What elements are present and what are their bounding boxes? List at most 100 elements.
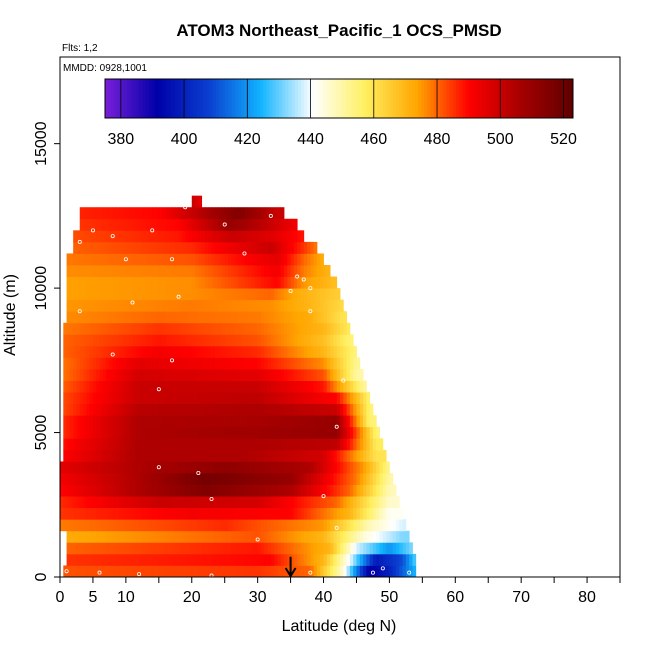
heat-cell (96, 415, 100, 428)
heat-cell (145, 519, 150, 532)
heat-cell (198, 426, 203, 439)
heat-cell (241, 392, 245, 405)
heat-cell (122, 369, 127, 381)
heat-cell (152, 484, 156, 497)
heat-cell (83, 519, 87, 532)
heat-cell (260, 496, 265, 509)
heat-cell (89, 507, 94, 520)
heat-cell (303, 369, 308, 381)
heat-cell (280, 299, 285, 312)
heat-cell (155, 218, 160, 231)
colorbar-segment (206, 79, 210, 118)
heat-cell (175, 415, 179, 428)
heat-cell (132, 288, 137, 301)
heat-cell (264, 438, 268, 451)
heat-cell (132, 218, 137, 231)
heat-cell (241, 565, 245, 578)
heat-cell (260, 230, 265, 243)
heat-cell (188, 357, 193, 370)
heat-cell (162, 496, 166, 509)
heat-cell (392, 553, 397, 566)
heat-cell (333, 426, 338, 439)
heat-row-2 (66, 542, 413, 555)
heat-cell (92, 438, 97, 451)
heat-cell (224, 265, 229, 277)
heat-cell (211, 392, 216, 405)
heat-cell (277, 334, 282, 347)
colorbar-segment (459, 79, 463, 118)
heat-cell (340, 415, 344, 428)
heat-row-17 (63, 369, 364, 381)
heat-cell (102, 207, 107, 220)
heat-cell (96, 553, 100, 566)
heat-cell (89, 265, 94, 277)
heat-cell (359, 392, 364, 405)
colorbar-segment (544, 79, 549, 118)
heat-cell (379, 473, 384, 485)
heat-cell (198, 207, 203, 220)
heat-cell (73, 530, 77, 543)
heat-cell (122, 380, 127, 393)
heat-cell (277, 311, 282, 324)
heat-cell (139, 207, 143, 220)
heat-cell (66, 299, 71, 312)
heat-cell (280, 392, 285, 405)
heat-cell (208, 230, 212, 243)
heat-cell (257, 288, 262, 301)
heat-cell (204, 276, 209, 289)
heat-cell (178, 230, 183, 243)
heat-cell (303, 345, 308, 358)
heat-cell (320, 507, 324, 520)
heat-cell (280, 530, 285, 543)
heat-cell (254, 207, 259, 220)
heat-cell (69, 449, 74, 462)
heat-cell (135, 553, 140, 566)
heat-cell (89, 218, 94, 231)
heat-cell (162, 322, 166, 335)
heat-cell (172, 542, 176, 555)
heat-cell (244, 542, 249, 555)
heat-cell (106, 322, 110, 335)
heat-cell (92, 565, 97, 578)
heat-cell (132, 484, 137, 497)
heat-cell (287, 392, 291, 405)
heat-cell (244, 415, 249, 428)
heat-cell (254, 253, 259, 266)
heat-cell (125, 369, 130, 381)
heat-cell (73, 322, 77, 335)
heat-cell (231, 484, 235, 497)
heat-cell (274, 311, 278, 324)
heat-cell (181, 334, 186, 347)
heat-cell (175, 357, 179, 370)
heat-cell (284, 496, 288, 509)
heat-cell (125, 542, 130, 555)
heat-cell (241, 357, 245, 370)
heat-cell (343, 392, 347, 405)
heat-cell (241, 322, 245, 335)
heat-cell (340, 473, 344, 485)
heat-cell (228, 553, 232, 566)
heat-cell (372, 542, 377, 555)
heat-cell (122, 207, 127, 220)
heat-cell (96, 311, 100, 324)
heat-cell (109, 507, 114, 520)
heat-cell (340, 322, 344, 335)
heat-cell (280, 484, 285, 497)
heat-cell (237, 230, 242, 243)
heat-cell (287, 426, 291, 439)
heat-cell (237, 334, 242, 347)
heat-cell (152, 553, 156, 566)
colorbar-segment (433, 79, 438, 118)
heat-cell (168, 207, 173, 220)
heat-cell (119, 311, 123, 324)
heat-cell (69, 496, 74, 509)
heat-cell (300, 265, 305, 277)
heat-cell (119, 449, 123, 462)
heat-cell (198, 484, 203, 497)
heat-cell (172, 311, 176, 324)
heat-cell (109, 403, 114, 416)
heat-cell (142, 449, 147, 462)
heat-cell (316, 253, 321, 266)
heat-cell (280, 345, 285, 358)
heat-cell (264, 276, 268, 289)
